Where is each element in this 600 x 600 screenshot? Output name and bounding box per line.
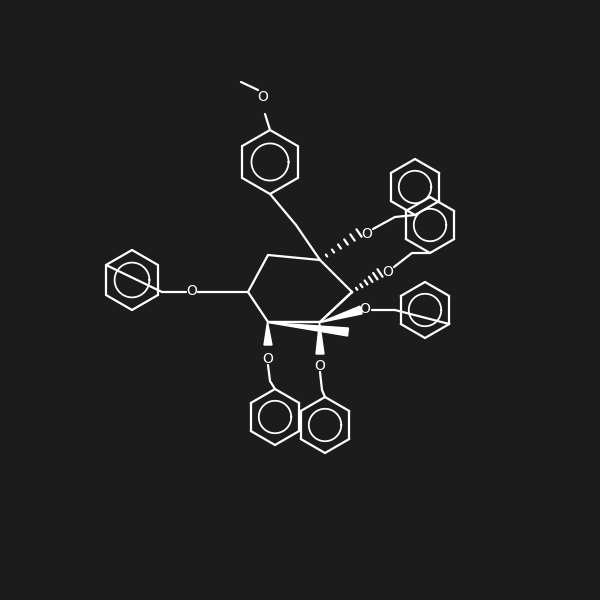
Polygon shape [268,322,349,336]
Text: O: O [187,284,197,298]
Polygon shape [320,306,362,322]
Polygon shape [340,290,420,360]
Text: O: O [362,227,373,241]
Text: O: O [314,359,325,373]
Text: O: O [359,302,370,316]
Text: O: O [383,265,394,279]
Polygon shape [264,322,272,345]
Polygon shape [316,322,324,354]
Text: O: O [263,352,274,366]
Text: O: O [257,90,268,104]
